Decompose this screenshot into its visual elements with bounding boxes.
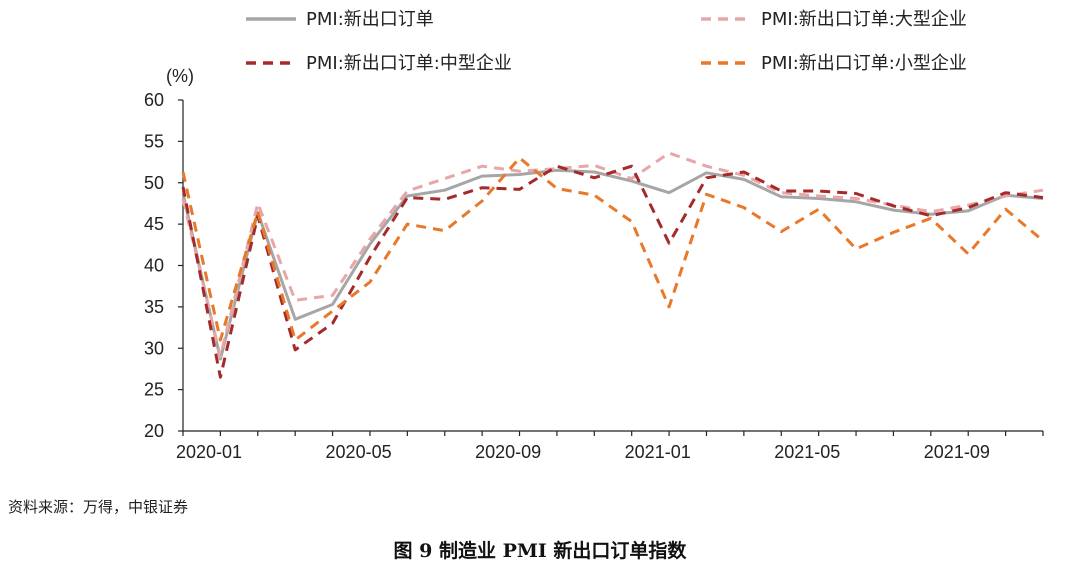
x-tick-label: 2021-01 (625, 442, 691, 462)
plot-lines (181, 151, 1044, 379)
legend-label-small: PMI:新出口订单:小型企业 (761, 53, 967, 74)
y-tick-label: 25 (144, 380, 164, 400)
legend-label-large: PMI:新出口订单:大型企业 (761, 9, 967, 30)
y-tick-label: 45 (144, 214, 164, 234)
x-tick-label: 2021-05 (774, 442, 840, 462)
y-tick-label: 50 (144, 173, 164, 193)
chart-legend: PMI:新出口订单 PMI:新出口订单:大型企业 PMI:新出口订单:中型企业 … (246, 9, 967, 74)
y-tick-label: 60 (144, 90, 164, 110)
y-tick-label: 35 (144, 297, 164, 317)
y-axis: 20 25 30 35 40 45 50 55 60 (144, 90, 184, 441)
series-line-total (181, 168, 1044, 361)
legend-item-large: PMI:新出口订单:大型企业 (701, 9, 967, 30)
figure-caption: 图 9 制造业 PMI 新出口订单指数 (393, 540, 687, 562)
y-axis-unit-label: (%) (166, 66, 194, 86)
x-axis: 2020-01 2020-05 2020-09 2021-01 2021-05 2021-… (176, 430, 1044, 462)
series-line-small (181, 156, 1044, 342)
y-tick-label: 30 (144, 338, 164, 358)
x-tick-label: 2020-09 (475, 442, 541, 462)
x-tick-label: 2020-05 (326, 442, 392, 462)
y-tick-label: 20 (144, 421, 164, 441)
x-tick-label: 2020-01 (176, 442, 242, 462)
legend-label-medium: PMI:新出口订单:中型企业 (306, 53, 512, 74)
legend-item-small: PMI:新出口订单:小型企业 (701, 53, 967, 74)
x-tick-label: 2021-09 (924, 442, 990, 462)
legend-item-total: PMI:新出口订单 (246, 9, 434, 30)
source-note: 资料来源：万得，中银证券 (8, 498, 189, 516)
line-chart: PMI:新出口订单 PMI:新出口订单:大型企业 PMI:新出口订单:中型企业 … (144, 9, 1044, 462)
legend-item-medium: PMI:新出口订单:中型企业 (246, 53, 512, 74)
series-line-medium (181, 164, 1044, 379)
y-tick-label: 55 (144, 131, 164, 151)
y-tick-label: 40 (144, 256, 164, 276)
legend-label-total: PMI:新出口订单 (306, 9, 434, 30)
